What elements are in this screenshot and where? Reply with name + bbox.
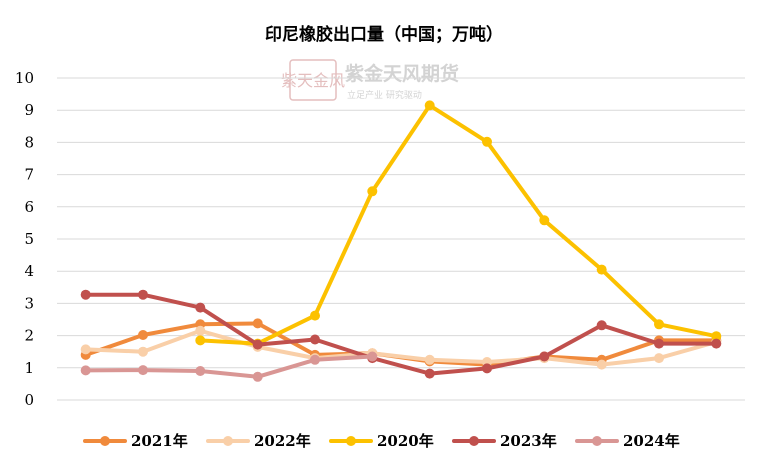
data-point bbox=[310, 310, 320, 321]
data-point bbox=[80, 289, 91, 300]
watermark: 紫天金风 紫金天风期货 立足产业 研究驱动 bbox=[281, 59, 459, 101]
legend-item: 2023年 bbox=[452, 432, 557, 450]
series-line bbox=[83, 292, 719, 376]
data-point bbox=[711, 338, 722, 349]
data-point bbox=[195, 302, 206, 313]
data-point bbox=[539, 351, 550, 362]
data-point bbox=[482, 363, 492, 374]
data-point bbox=[138, 346, 148, 357]
data-point bbox=[654, 338, 664, 349]
watermark-slogan: 立足产业 研究驱动 bbox=[347, 89, 422, 101]
data-point bbox=[80, 344, 91, 355]
y-tick-label: 9 bbox=[24, 101, 34, 119]
legend-swatch-marker bbox=[592, 436, 602, 446]
series-1 bbox=[80, 325, 722, 370]
data-point bbox=[252, 371, 263, 382]
watermark-seal-text: 紫天金风 bbox=[281, 71, 345, 90]
legend-label: 2021年 bbox=[131, 432, 188, 450]
data-point bbox=[138, 330, 148, 340]
data-point bbox=[654, 353, 664, 364]
legend-item: 2020年 bbox=[329, 432, 434, 450]
y-tick-label: 3 bbox=[24, 294, 34, 312]
legend-swatch-marker bbox=[469, 436, 479, 446]
data-point bbox=[195, 366, 206, 376]
data-point bbox=[367, 186, 378, 197]
legend-label: 2023年 bbox=[500, 432, 557, 450]
data-point bbox=[252, 318, 263, 329]
data-point bbox=[195, 325, 206, 336]
data-point bbox=[138, 365, 148, 376]
series-4 bbox=[80, 351, 378, 382]
series-line bbox=[198, 103, 719, 346]
y-tick-label: 2 bbox=[24, 327, 34, 345]
data-point bbox=[138, 289, 148, 300]
data-point bbox=[310, 354, 320, 365]
legend-label: 2022年 bbox=[254, 432, 311, 450]
data-point bbox=[424, 368, 435, 379]
series-layer bbox=[80, 100, 722, 382]
legend-label: 2020年 bbox=[377, 432, 434, 450]
y-tick-label: 10 bbox=[15, 69, 34, 87]
y-tick-label: 7 bbox=[24, 166, 34, 184]
legend-item: 2022年 bbox=[206, 432, 311, 450]
data-point bbox=[424, 100, 435, 111]
data-point bbox=[711, 331, 722, 342]
y-tick-label: 4 bbox=[24, 262, 34, 280]
legend-swatch-marker bbox=[100, 436, 110, 446]
series-line bbox=[83, 328, 719, 367]
legend-label: 2024年 bbox=[623, 432, 680, 450]
data-point bbox=[482, 136, 492, 147]
data-point bbox=[654, 319, 664, 330]
data-point bbox=[424, 354, 435, 365]
grid bbox=[57, 77, 745, 401]
series-3 bbox=[80, 289, 722, 379]
data-point bbox=[80, 365, 91, 376]
watermark-brand: 紫金天风期货 bbox=[345, 62, 459, 85]
watermark-seal bbox=[289, 59, 337, 101]
legend: 2021年 2022年 2020年 2023年 2024年 bbox=[83, 432, 680, 450]
data-point bbox=[596, 264, 607, 275]
data-point bbox=[596, 320, 607, 331]
data-point bbox=[195, 335, 206, 346]
legend-swatch-marker bbox=[223, 436, 233, 446]
legend-item: 2024年 bbox=[575, 432, 680, 450]
y-tick-label: 6 bbox=[24, 198, 34, 216]
y-tick-label: 0 bbox=[24, 391, 34, 409]
chart-title: 印尼橡胶出口量（中国；万吨） bbox=[265, 24, 503, 45]
y-axis: 0 1 2 3 4 5 6 7 8 9 10 bbox=[15, 69, 34, 409]
data-point bbox=[252, 339, 263, 350]
y-tick-label: 1 bbox=[24, 359, 34, 377]
series-2 bbox=[195, 100, 722, 349]
data-point bbox=[539, 215, 550, 226]
legend-swatch-marker bbox=[346, 436, 356, 446]
data-point bbox=[596, 359, 607, 370]
data-point bbox=[310, 334, 320, 345]
series-line bbox=[83, 354, 375, 379]
data-point bbox=[367, 351, 378, 362]
legend-item: 2021年 bbox=[83, 432, 188, 450]
y-tick-label: 8 bbox=[24, 133, 34, 151]
y-tick-label: 5 bbox=[24, 230, 34, 248]
